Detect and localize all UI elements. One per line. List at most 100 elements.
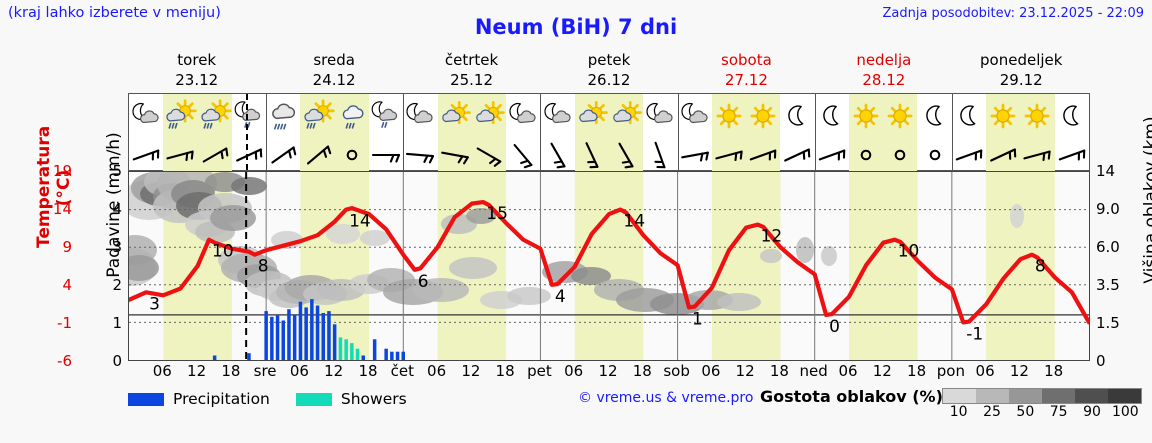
cloud-density-step	[1009, 389, 1042, 403]
precipitation-bar	[327, 311, 331, 360]
x-tick-label: 12	[461, 362, 481, 380]
cloud-density-blob	[129, 255, 159, 281]
wind-barb-icon	[300, 138, 334, 171]
cloud-density-scale: 10 25 50 75 90 100	[942, 388, 1142, 420]
weather-icon-cell	[1055, 94, 1089, 138]
wind-calm-icon	[917, 138, 951, 171]
moon-icon	[1055, 96, 1089, 136]
day-separator	[266, 94, 268, 170]
wind-barb-cell	[1055, 138, 1089, 171]
x-tick-label: 12	[735, 362, 755, 380]
day-date: 24.12	[312, 71, 356, 89]
x-tick-label: sob	[663, 362, 690, 380]
sun-cloud-rain-icon	[300, 96, 335, 136]
x-tick-label: čet	[390, 362, 414, 380]
moon-cloud-icon	[643, 96, 677, 136]
x-tick-label: 12	[1009, 362, 1029, 380]
temperature-annotation: 14	[349, 212, 371, 232]
wind-barb-cell	[849, 138, 883, 171]
cloud-rain-icon	[335, 96, 369, 136]
moon-cloud-icon	[678, 96, 712, 136]
temperature-annotation: 3	[149, 294, 160, 314]
day-separator	[540, 94, 542, 170]
x-tick-label: 12	[187, 362, 207, 380]
wind-barb-cell	[403, 138, 437, 171]
wind-barb-row	[129, 138, 1089, 171]
temperature-annotation: 14	[623, 212, 645, 232]
moon-icon	[952, 96, 986, 136]
precipitation-tick: 3	[112, 238, 122, 256]
temperature-annotation: 8	[258, 257, 269, 277]
temperature-annotation: 0	[829, 317, 840, 337]
day-separator	[814, 94, 816, 170]
cloud-density-blob	[760, 249, 782, 263]
weather-icon-cell	[917, 94, 951, 138]
temperature-tick: -1	[57, 314, 72, 332]
cloud-density-legend-title: Gostota oblakov (%)	[760, 387, 943, 406]
wind-barb-cell	[609, 138, 643, 171]
cloud-height-tick: 14	[1096, 162, 1116, 180]
sun-icon	[746, 96, 780, 136]
cloud-density-blob	[717, 293, 761, 311]
cloud-height-tick: 3.5	[1096, 276, 1120, 294]
temperature-curve	[129, 200, 1089, 325]
precipitation-bar	[298, 301, 303, 360]
moon-icon	[815, 96, 849, 136]
day-name: sobota	[721, 51, 772, 69]
temperature-annotation: 12	[761, 227, 783, 247]
cloud-density-blob	[360, 230, 390, 246]
wind-barb-cell	[917, 138, 951, 171]
x-tick-label: 12	[872, 362, 892, 380]
temperature-annotation: 8	[1035, 257, 1046, 277]
precipitation-legend-label: Precipitation	[173, 390, 270, 408]
day-separator	[677, 94, 679, 170]
weather-icon-cell	[197, 94, 232, 172]
day-name: sreda	[313, 51, 355, 69]
cloud-height-tick: 9.0	[1096, 200, 1120, 218]
cloud-density-step	[1108, 389, 1141, 403]
day-date: 29.12	[999, 71, 1043, 89]
day-name: četrtek	[444, 51, 499, 69]
last-update-label: Zadnja posodobitev: 23.12.2025 - 22:09	[882, 6, 1144, 21]
wind-barb-icon	[506, 138, 540, 171]
x-tick-label: 18	[769, 362, 789, 380]
temperature-tick: 19	[52, 162, 72, 180]
weather-icon-cell	[952, 94, 986, 138]
precipitation-bar	[247, 353, 251, 360]
wind-barb-cell	[129, 138, 163, 171]
precipitation-bar	[275, 315, 280, 360]
showers-swatch	[295, 392, 332, 406]
wind-barb-cell	[575, 138, 609, 171]
day-name: ponedeljek	[980, 51, 1063, 69]
precipitation-bar	[292, 314, 297, 360]
wind-barb-icon	[438, 138, 472, 171]
moon-cloud-icon	[506, 96, 540, 136]
x-tick-label: 18	[907, 362, 927, 380]
sun-cloud-icon	[438, 96, 472, 136]
precipitation-swatch	[128, 392, 164, 406]
cloud-density-step	[1042, 389, 1075, 403]
temperature-annotation: -1	[966, 324, 983, 344]
cloud-density-step-label: 50	[1016, 404, 1035, 420]
cloud-density-blob	[449, 257, 497, 279]
cloud-height-tick: 0	[1096, 352, 1106, 370]
wind-barb-icon	[1055, 138, 1089, 171]
precipitation-bar	[350, 343, 354, 360]
weather-icon-cell	[540, 94, 574, 138]
wind-barb-icon	[952, 138, 986, 171]
weather-icon-cell	[334, 94, 369, 172]
precipitation-bar	[395, 351, 400, 360]
weather-icon-cell	[437, 94, 472, 172]
weather-icon-cell	[815, 94, 849, 138]
wind-barb-icon	[540, 138, 574, 171]
wind-barb-cell	[780, 138, 814, 171]
day-column-četrtek: četrtek 25.12	[403, 50, 540, 92]
wind-barb-cell	[198, 138, 232, 171]
weather-icon-cell	[300, 94, 335, 172]
forecast-icon-wind-panel	[128, 93, 1090, 172]
wind-barb-cell	[712, 138, 746, 171]
wind-barb-icon	[643, 138, 677, 171]
moon-icon	[780, 96, 814, 136]
wind-barb-cell	[369, 138, 403, 171]
x-tick-label: 12	[598, 362, 618, 380]
